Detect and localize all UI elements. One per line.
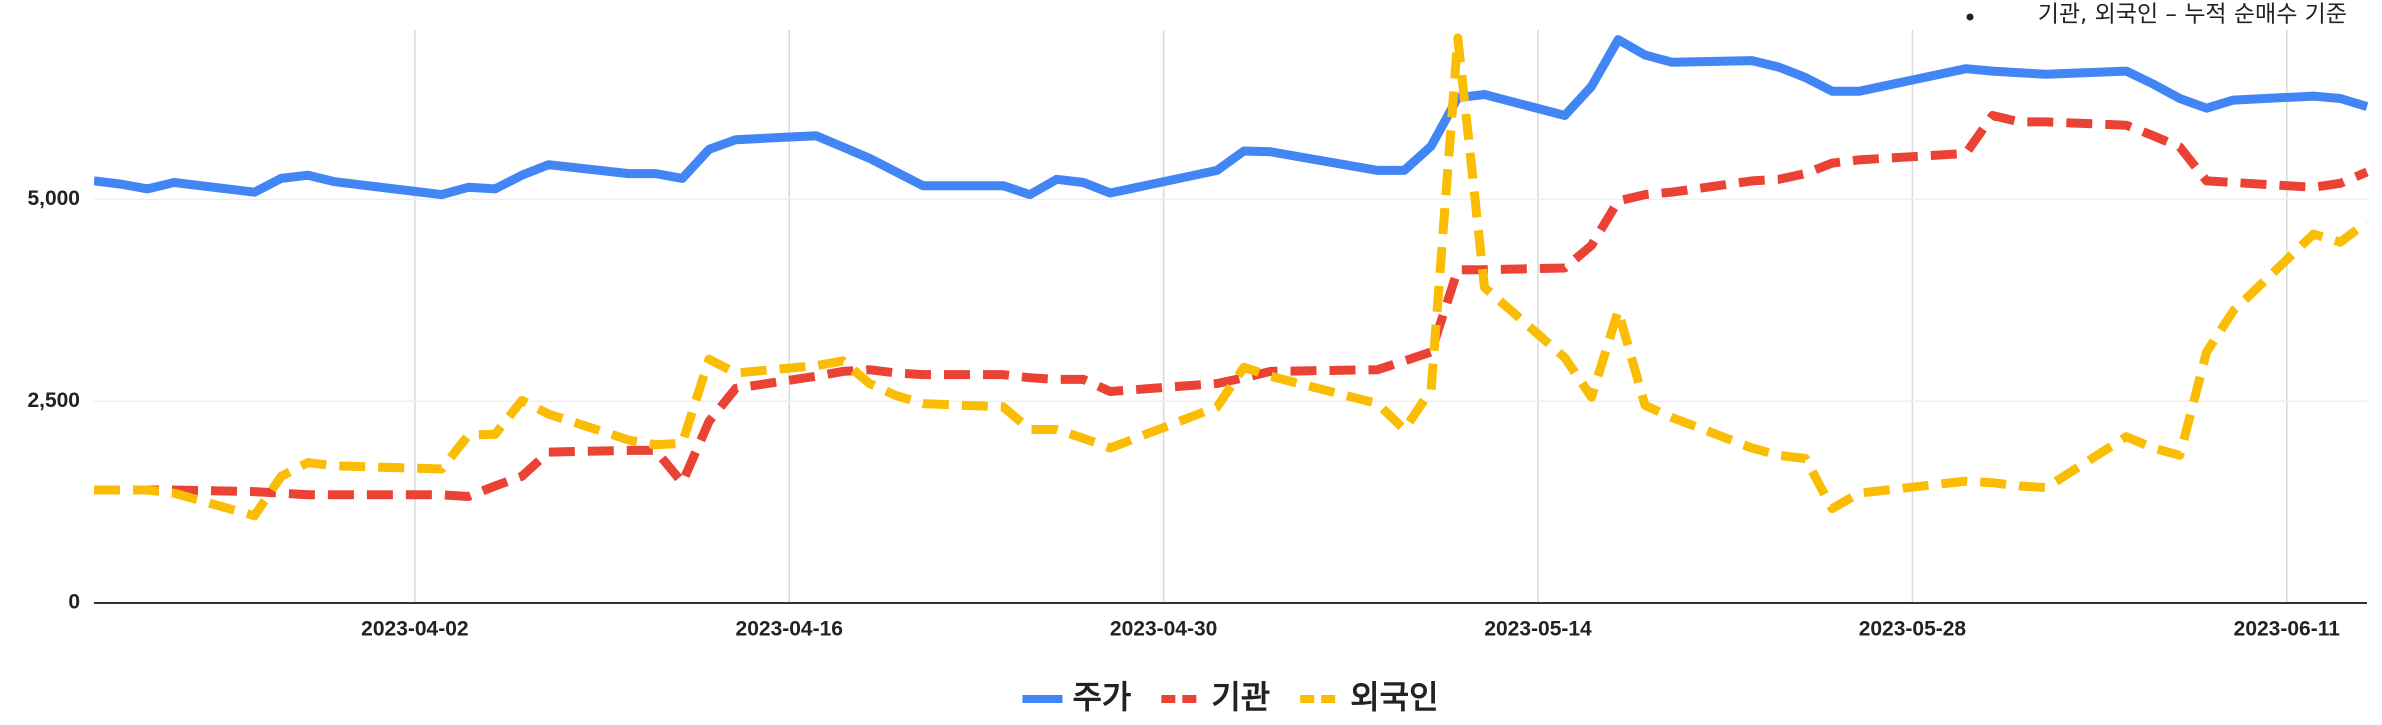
legend-label: 주가 [1072,678,1131,716]
legend: 주가 기관 외국인 [1022,678,1439,716]
x-tick-label: 2023-04-02 [361,618,468,641]
y-tick-label: 2,500 [27,389,80,412]
x-tick-label: 2023-05-14 [1484,618,1592,641]
series-line [94,111,2369,501]
x-tick-label: 2023-06-11 [2234,618,2341,641]
bullet [1966,13,1974,21]
x-tick-label: 2023-04-16 [736,618,843,641]
x-tick-label: 2023-04-30 [1110,618,1217,641]
series-line [94,33,2370,521]
series-line [94,35,2369,200]
legend-label: 외국인 [1350,678,1438,716]
x-tick-label: 2023-05-28 [1859,618,1967,641]
plot-area [94,33,2370,521]
annotation: 기관, 외국인 – 누적 순매수 기준 [2038,2,2347,28]
y-tick-label: 0 [68,591,80,614]
legend-label: 기관 [1211,678,1270,716]
y-tick-label: 5,000 [27,187,80,210]
